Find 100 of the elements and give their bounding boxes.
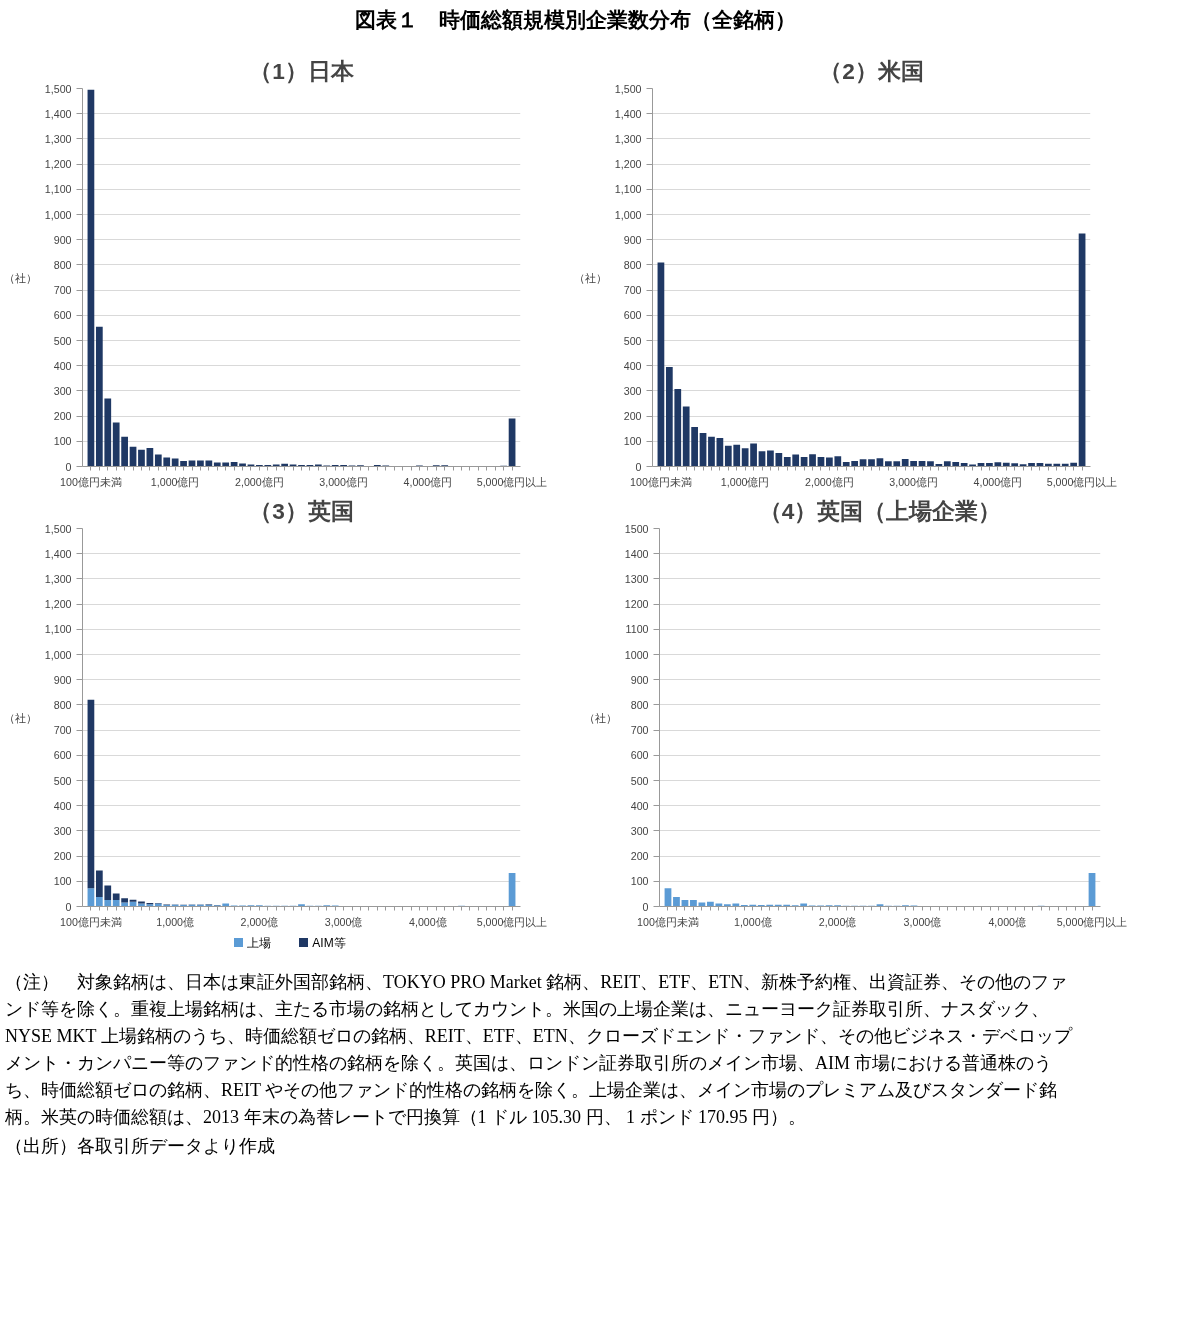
y-tick-label: 600 [630, 749, 649, 762]
y-tick-label: 500 [623, 334, 642, 347]
x-tick-label: 5,000億円以上 [1056, 915, 1128, 928]
y-tick-label: 300 [53, 384, 72, 397]
y-tick-label: 400 [623, 359, 642, 372]
y-tick-label: 400 [630, 799, 649, 812]
x-tick-label: 100億円未満 [60, 915, 122, 928]
y-tick-label: 1,300 [44, 132, 72, 145]
y-tick-label: 1500 [624, 522, 649, 535]
x-tick-label: 100億円未満 [637, 915, 699, 928]
x-tick-label: 2,000億円 [235, 475, 284, 488]
y-tick-label: 1,300 [44, 572, 72, 585]
x-tick-label: 100億円未満 [60, 475, 122, 488]
y-tick-label: 0 [635, 460, 642, 473]
y-axis-title: （社） [583, 711, 617, 724]
x-tick-label: 3,000億円 [889, 475, 938, 488]
y-tick-label: 1300 [624, 572, 649, 585]
y-tick-label: 1,100 [44, 623, 72, 636]
legend-label: 上場 [246, 935, 272, 952]
y-tick-label: 1,500 [614, 82, 642, 95]
y-tick-label: 400 [53, 799, 72, 812]
y-tick-label: 800 [623, 258, 642, 271]
y-tick-label: 1,000 [44, 648, 72, 661]
y-tick-label: 200 [53, 850, 72, 863]
x-tick-label: 1,000億円 [720, 475, 770, 488]
x-tick-label: 100億円未満 [630, 475, 692, 488]
y-tick-label: 900 [623, 233, 642, 246]
x-tick-label: 4,000億円 [973, 475, 1023, 488]
y-tick-label: 1,300 [614, 132, 642, 145]
y-tick-label: 800 [53, 698, 72, 711]
x-tick-label: 4,000億 [988, 915, 1027, 928]
y-tick-label: 100 [53, 875, 72, 888]
y-tick-label: 300 [623, 384, 642, 397]
y-tick-label: 1,500 [44, 522, 72, 535]
y-tick-label: 0 [642, 900, 649, 913]
text: 図表１ 時価総額規模別企業数分布（全銘柄） [353, 7, 797, 34]
text: （出所）各取引所データより作成 [5, 1135, 276, 1158]
x-tick-label: 3,000億 [324, 915, 363, 928]
y-tick-label: 800 [630, 698, 649, 711]
y-tick-label: 1100 [625, 623, 649, 636]
legend-label: AIM等 [311, 935, 346, 952]
x-tick-label: 2,000億円 [805, 475, 854, 488]
chart-title: （3）英国 [249, 497, 354, 524]
x-tick-label: 4,000億 [409, 915, 447, 928]
y-tick-label: 900 [53, 673, 72, 686]
x-tick-label: 3,000億 [903, 915, 942, 928]
chart-title: （2）米国 [819, 57, 924, 84]
x-tick-label: 2,000億 [240, 915, 279, 928]
x-tick-label: 5,000億円以上 [1046, 475, 1118, 488]
y-tick-label: 1,000 [614, 208, 642, 221]
y-tick-label: 1,200 [614, 158, 642, 171]
y-tick-label: 1200 [624, 598, 649, 611]
y-axis-title: （社） [3, 711, 37, 724]
chart-title: （4）英国（上場企業） [758, 497, 1002, 524]
text: （注） 対象銘柄は、日本は東証外国部銘柄、TOKYO PRO Market 銘柄、REIT、ETF、ETN、新株予約権、出資証券、その他のファンド等を除く。重複上場銘柄は、主たる市場の銘柄としてカウント。米国の上場企業は、ニューヨーク証券取引所、ナスダック、NYSE MKT 上場銘柄のうち、時価総額ゼロの銘柄、REIT、ETF、ETN、クローズドエンド・ファンド、その他ビジネス・デベロップメント・カンパニー等のファンド的性格の銘柄を除く。英国は、ロンドン証券取引所のメイン市場、AIM 市場における普通株のうち、時価総額ゼロの銘柄、REIT やその他ファンド的性格の銘柄を除く。上場企業は、メイン市場のプレミアム及びスタンダード銘柄。米英の時価総額は、2013 年末の為替レートで円換算（1 ドル 105.30 円、 1 ポンド 170.95 円）。 [5, 971, 1074, 1129]
y-tick-label: 700 [630, 724, 649, 737]
y-tick-label: 1,400 [614, 107, 642, 120]
y-tick-label: 400 [53, 359, 72, 372]
y-tick-label: 600 [53, 749, 72, 762]
y-tick-label: 800 [53, 258, 72, 271]
x-tick-label: 5,000億円以上 [476, 915, 548, 928]
y-tick-label: 100 [623, 435, 642, 448]
y-tick-label: 200 [623, 410, 642, 423]
y-tick-label: 1,000 [44, 208, 72, 221]
y-tick-label: 1,400 [44, 107, 72, 120]
y-tick-label: 0 [65, 900, 72, 913]
y-tick-label: 300 [630, 824, 649, 837]
y-tick-label: 1,100 [44, 183, 72, 196]
y-tick-label: 900 [53, 233, 72, 246]
y-tick-label: 1,100 [614, 183, 642, 196]
y-tick-label: 500 [53, 334, 72, 347]
y-tick-label: 1,200 [44, 598, 72, 611]
y-tick-label: 900 [630, 673, 649, 686]
y-tick-label: 600 [53, 309, 72, 322]
x-tick-label: 3,000億円 [319, 475, 368, 488]
x-tick-label: 5,000億円以上 [476, 475, 548, 488]
y-tick-label: 700 [53, 724, 72, 737]
y-tick-label: 100 [630, 875, 649, 888]
y-tick-label: 100 [53, 435, 72, 448]
y-tick-label: 500 [53, 774, 72, 787]
y-tick-label: 300 [53, 824, 72, 837]
y-tick-label: 200 [630, 850, 649, 863]
y-tick-label: 1400 [624, 547, 649, 560]
x-tick-label: 4,000億円 [403, 475, 453, 488]
y-tick-label: 1,200 [44, 158, 72, 171]
y-tick-label: 700 [623, 284, 642, 297]
y-axis-title: （社） [573, 271, 607, 284]
y-tick-label: 600 [623, 309, 642, 322]
y-tick-label: 1,400 [44, 547, 72, 560]
y-tick-label: 200 [53, 410, 72, 423]
y-tick-label: 500 [630, 774, 649, 787]
y-tick-label: 1,500 [44, 82, 72, 95]
y-tick-label: 1000 [624, 648, 649, 661]
y-tick-label: 0 [65, 460, 72, 473]
x-tick-label: 1,000億 [156, 915, 194, 928]
x-tick-label: 2,000億 [818, 915, 857, 928]
chart-subtitle: （1）日本 [249, 57, 355, 84]
x-tick-label: 1,000億 [733, 915, 772, 928]
y-tick-label: 700 [53, 284, 72, 297]
y-axis-title: （社） [3, 271, 37, 284]
